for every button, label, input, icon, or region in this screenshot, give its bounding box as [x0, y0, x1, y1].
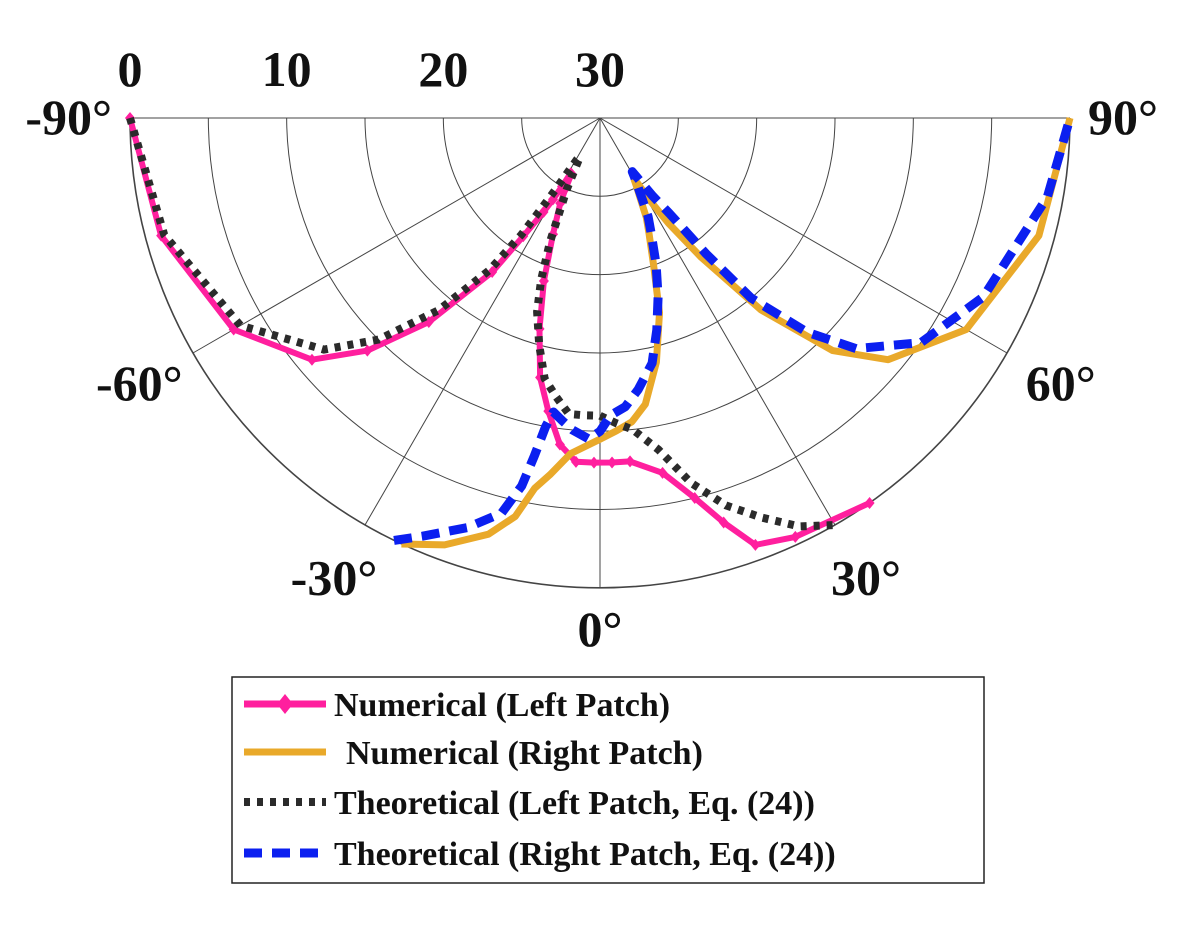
radial-tick-labels: 30 20 10 0 [118, 41, 626, 97]
r-tick-label: 0 [118, 41, 143, 97]
legend-box [231, 676, 985, 884]
theta-tick-label: -30° [291, 550, 378, 606]
series-point [864, 497, 875, 510]
theta-tick-label: 0° [578, 601, 623, 657]
theta-tick-label: -90° [25, 89, 112, 145]
r-tick-label: 10 [262, 41, 312, 97]
series-point [570, 455, 581, 468]
angular-tick-labels: -90° -60° -30° 0° 30° 60° 90° [25, 89, 1158, 657]
legend: Numerical (Left Patch) Numerical (Right P… [231, 676, 985, 884]
theta-tick-label: 30° [831, 550, 901, 606]
legend-label-2: Numerical (Right Patch) [346, 735, 703, 772]
legend-label-1: Numerical (Left Patch) [334, 687, 670, 724]
series-point [625, 455, 636, 468]
series-line-3 [126, 116, 836, 531]
legend-label-3: Theoretical (Left Patch, Eq. (24)) [334, 785, 815, 822]
series-point [790, 530, 801, 543]
r-tick-label: 30 [575, 41, 625, 97]
grid-spoke--60 [192, 117, 601, 354]
series-line-1 [127, 117, 871, 548]
r-tick-label: 20 [418, 41, 468, 97]
theta-tick-label: -60° [96, 355, 183, 411]
series-lines [125, 112, 1075, 551]
series-point [657, 466, 668, 479]
series-point [718, 516, 729, 529]
series-line-4 [393, 116, 1075, 545]
series-point [689, 492, 700, 505]
theta-tick-label: 90° [1088, 89, 1158, 145]
series-point [538, 274, 549, 287]
polar-grid [129, 117, 1071, 589]
series-point [607, 456, 618, 469]
series-point [543, 405, 554, 418]
theta-tick-label: 60° [1026, 355, 1096, 411]
series-point [306, 353, 317, 366]
series-point [548, 193, 558, 206]
legend-label-4: Theoretical (Right Patch, Eq. (24)) [334, 836, 836, 873]
series-line-2 [401, 117, 1074, 549]
series-point [362, 344, 373, 357]
grid-spoke-60 [599, 117, 1008, 354]
series-point [554, 438, 565, 451]
legend-marker [277, 694, 293, 714]
series-point [588, 456, 599, 469]
series-point [750, 538, 761, 551]
